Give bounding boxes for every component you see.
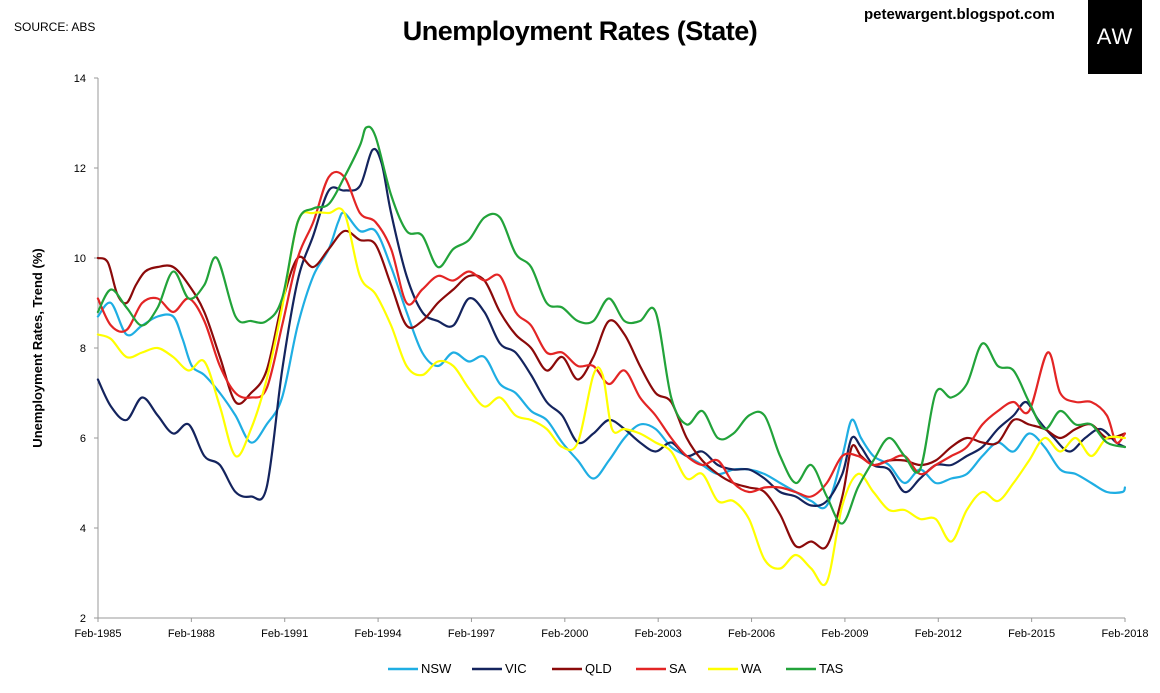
- legend-label-qld: QLD: [585, 661, 612, 676]
- x-tick-label: Feb-1997: [448, 628, 495, 640]
- legend-label-vic: VIC: [505, 661, 527, 676]
- x-tick-label: Feb-1991: [261, 628, 308, 640]
- series-line-qld: [96, 229, 1126, 550]
- x-tick-label: Feb-2018: [1101, 628, 1148, 640]
- x-tick-label: Feb-2015: [1008, 628, 1055, 640]
- y-tick-label: 4: [80, 523, 86, 535]
- legend-label-nsw: NSW: [421, 661, 452, 676]
- source-note: SOURCE: ABS: [14, 20, 96, 34]
- y-tick-label: 14: [74, 73, 86, 85]
- chart-series-lines: [96, 125, 1126, 587]
- chart-legend: NSW VIC QLD SA WA TAS: [388, 661, 844, 676]
- y-tick-label: 6: [80, 433, 86, 445]
- y-tick-label: 12: [74, 163, 86, 175]
- x-tick-label: Feb-1988: [168, 628, 215, 640]
- x-tick-label: Feb-1994: [355, 628, 402, 640]
- y-tick-label: 10: [74, 253, 86, 265]
- series-line-sa: [96, 170, 1126, 498]
- chart-axes: 2 4 6 8 10 12 14 Feb-1985 Feb-1988 Feb-1991 Feb-19…: [30, 73, 1149, 640]
- x-tick-label: Feb-2000: [541, 628, 588, 640]
- series-line-tas: [96, 125, 1126, 525]
- series-line-vic: [96, 147, 1126, 507]
- x-tick-label: Feb-2012: [915, 628, 962, 640]
- legend-label-sa: SA: [669, 661, 687, 676]
- chart-title: Unemployment Rates (State): [402, 16, 758, 46]
- x-tick-label: Feb-2009: [821, 628, 868, 640]
- legend-label-tas: TAS: [819, 661, 844, 676]
- series-line-nsw: [96, 211, 1126, 510]
- x-tick-label: Feb-2006: [728, 628, 775, 640]
- legend-label-wa: WA: [741, 661, 762, 676]
- y-axis-title: Unemployment Rates, Trend (%): [30, 248, 45, 447]
- y-tick-label: 2: [80, 613, 86, 625]
- blog-url[interactable]: petewargent.blogspot.com: [864, 6, 1055, 23]
- x-tick-label: Feb-2003: [635, 628, 682, 640]
- aw-logo: AW: [1088, 0, 1142, 74]
- series-line-wa: [96, 207, 1126, 587]
- x-tick-label: Feb-1985: [74, 628, 121, 640]
- y-tick-label: 8: [80, 343, 86, 355]
